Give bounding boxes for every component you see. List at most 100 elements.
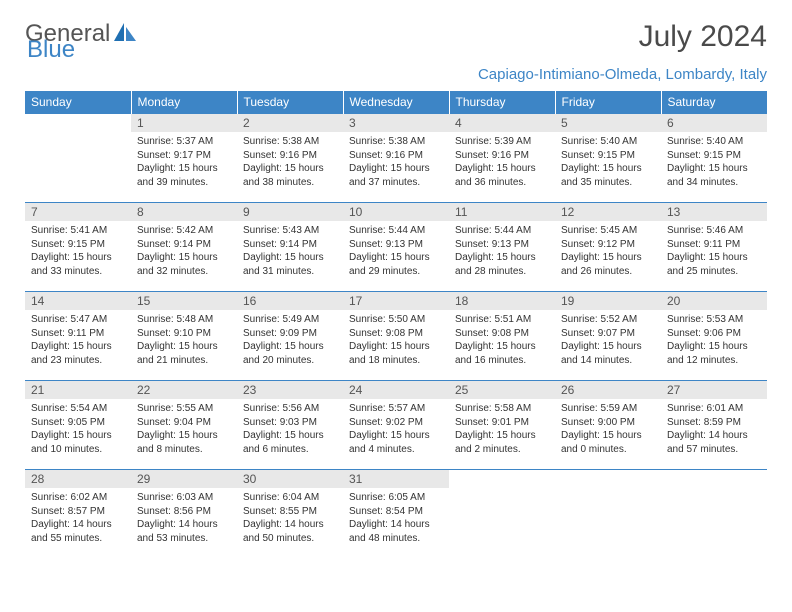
calendar-day-header: Sunday [25, 91, 131, 114]
day-content: Sunrise: 6:02 AMSunset: 8:57 PMDaylight:… [25, 488, 131, 548]
day-content: Sunrise: 5:40 AMSunset: 9:15 PMDaylight:… [661, 132, 767, 192]
calendar-day-cell: 29Sunrise: 6:03 AMSunset: 8:56 PMDayligh… [131, 470, 237, 559]
day-content: Sunrise: 5:55 AMSunset: 9:04 PMDaylight:… [131, 399, 237, 459]
day-number: 7 [25, 203, 131, 221]
day-content: Sunrise: 5:41 AMSunset: 9:15 PMDaylight:… [25, 221, 131, 281]
day-content: Sunrise: 5:45 AMSunset: 9:12 PMDaylight:… [555, 221, 661, 281]
day-number: 16 [237, 292, 343, 310]
day-number: 21 [25, 381, 131, 399]
sail-icon [112, 21, 138, 48]
calendar-day-header: Saturday [661, 91, 767, 114]
calendar-day-header: Thursday [449, 91, 555, 114]
calendar-day-cell [661, 470, 767, 559]
day-content: Sunrise: 6:01 AMSunset: 8:59 PMDaylight:… [661, 399, 767, 459]
calendar-week-row: 1Sunrise: 5:37 AMSunset: 9:17 PMDaylight… [25, 114, 767, 203]
day-number: 25 [449, 381, 555, 399]
day-number: 26 [555, 381, 661, 399]
day-content: Sunrise: 6:04 AMSunset: 8:55 PMDaylight:… [237, 488, 343, 548]
day-number: 14 [25, 292, 131, 310]
calendar-table: SundayMondayTuesdayWednesdayThursdayFrid… [25, 91, 767, 558]
calendar-week-row: 28Sunrise: 6:02 AMSunset: 8:57 PMDayligh… [25, 470, 767, 559]
day-content: Sunrise: 5:39 AMSunset: 9:16 PMDaylight:… [449, 132, 555, 192]
calendar-day-cell: 4Sunrise: 5:39 AMSunset: 9:16 PMDaylight… [449, 114, 555, 203]
calendar-week-row: 14Sunrise: 5:47 AMSunset: 9:11 PMDayligh… [25, 292, 767, 381]
calendar-day-cell: 8Sunrise: 5:42 AMSunset: 9:14 PMDaylight… [131, 203, 237, 292]
calendar-day-cell: 20Sunrise: 5:53 AMSunset: 9:06 PMDayligh… [661, 292, 767, 381]
day-number: 6 [661, 114, 767, 132]
calendar-day-cell [449, 470, 555, 559]
day-content: Sunrise: 5:51 AMSunset: 9:08 PMDaylight:… [449, 310, 555, 370]
calendar-day-cell: 25Sunrise: 5:58 AMSunset: 9:01 PMDayligh… [449, 381, 555, 470]
calendar-day-cell: 10Sunrise: 5:44 AMSunset: 9:13 PMDayligh… [343, 203, 449, 292]
calendar-day-cell: 26Sunrise: 5:59 AMSunset: 9:00 PMDayligh… [555, 381, 661, 470]
calendar-day-cell: 21Sunrise: 5:54 AMSunset: 9:05 PMDayligh… [25, 381, 131, 470]
day-number: 2 [237, 114, 343, 132]
calendar-day-cell: 12Sunrise: 5:45 AMSunset: 9:12 PMDayligh… [555, 203, 661, 292]
calendar-day-cell: 9Sunrise: 5:43 AMSunset: 9:14 PMDaylight… [237, 203, 343, 292]
day-content: Sunrise: 5:48 AMSunset: 9:10 PMDaylight:… [131, 310, 237, 370]
location-text: Capiago-Intimiano-Olmeda, Lombardy, Ital… [25, 66, 767, 83]
day-content: Sunrise: 5:43 AMSunset: 9:14 PMDaylight:… [237, 221, 343, 281]
day-content: Sunrise: 5:53 AMSunset: 9:06 PMDaylight:… [661, 310, 767, 370]
calendar-day-cell: 22Sunrise: 5:55 AMSunset: 9:04 PMDayligh… [131, 381, 237, 470]
calendar-day-cell: 24Sunrise: 5:57 AMSunset: 9:02 PMDayligh… [343, 381, 449, 470]
day-number: 10 [343, 203, 449, 221]
calendar-day-cell: 5Sunrise: 5:40 AMSunset: 9:15 PMDaylight… [555, 114, 661, 203]
logo-text-2: Blue [27, 36, 75, 63]
calendar-day-cell: 23Sunrise: 5:56 AMSunset: 9:03 PMDayligh… [237, 381, 343, 470]
calendar-day-header: Wednesday [343, 91, 449, 114]
calendar-day-cell: 18Sunrise: 5:51 AMSunset: 9:08 PMDayligh… [449, 292, 555, 381]
calendar-day-cell: 30Sunrise: 6:04 AMSunset: 8:55 PMDayligh… [237, 470, 343, 559]
day-content: Sunrise: 5:42 AMSunset: 9:14 PMDaylight:… [131, 221, 237, 281]
calendar-day-cell: 6Sunrise: 5:40 AMSunset: 9:15 PMDaylight… [661, 114, 767, 203]
day-number: 13 [661, 203, 767, 221]
day-number: 20 [661, 292, 767, 310]
calendar-day-cell: 31Sunrise: 6:05 AMSunset: 8:54 PMDayligh… [343, 470, 449, 559]
day-content: Sunrise: 5:59 AMSunset: 9:00 PMDaylight:… [555, 399, 661, 459]
calendar-day-cell [555, 470, 661, 559]
calendar-week-row: 21Sunrise: 5:54 AMSunset: 9:05 PMDayligh… [25, 381, 767, 470]
day-content: Sunrise: 5:54 AMSunset: 9:05 PMDaylight:… [25, 399, 131, 459]
day-number: 9 [237, 203, 343, 221]
day-number: 23 [237, 381, 343, 399]
day-content: Sunrise: 5:49 AMSunset: 9:09 PMDaylight:… [237, 310, 343, 370]
day-number: 8 [131, 203, 237, 221]
day-number: 24 [343, 381, 449, 399]
day-content: Sunrise: 5:44 AMSunset: 9:13 PMDaylight:… [343, 221, 449, 281]
day-number: 5 [555, 114, 661, 132]
calendar-day-cell: 19Sunrise: 5:52 AMSunset: 9:07 PMDayligh… [555, 292, 661, 381]
day-number: 11 [449, 203, 555, 221]
day-content: Sunrise: 5:46 AMSunset: 9:11 PMDaylight:… [661, 221, 767, 281]
day-content: Sunrise: 6:03 AMSunset: 8:56 PMDaylight:… [131, 488, 237, 548]
day-number: 12 [555, 203, 661, 221]
day-number: 1 [131, 114, 237, 132]
day-content: Sunrise: 5:38 AMSunset: 9:16 PMDaylight:… [237, 132, 343, 192]
calendar-day-cell: 11Sunrise: 5:44 AMSunset: 9:13 PMDayligh… [449, 203, 555, 292]
day-content: Sunrise: 5:37 AMSunset: 9:17 PMDaylight:… [131, 132, 237, 192]
calendar-day-cell: 16Sunrise: 5:49 AMSunset: 9:09 PMDayligh… [237, 292, 343, 381]
day-content: Sunrise: 5:58 AMSunset: 9:01 PMDaylight:… [449, 399, 555, 459]
calendar-day-cell: 7Sunrise: 5:41 AMSunset: 9:15 PMDaylight… [25, 203, 131, 292]
day-number: 29 [131, 470, 237, 488]
day-number: 28 [25, 470, 131, 488]
calendar-day-cell [25, 114, 131, 203]
day-content: Sunrise: 5:56 AMSunset: 9:03 PMDaylight:… [237, 399, 343, 459]
day-number: 27 [661, 381, 767, 399]
calendar-day-cell: 28Sunrise: 6:02 AMSunset: 8:57 PMDayligh… [25, 470, 131, 559]
calendar-day-cell: 14Sunrise: 5:47 AMSunset: 9:11 PMDayligh… [25, 292, 131, 381]
calendar-day-cell: 17Sunrise: 5:50 AMSunset: 9:08 PMDayligh… [343, 292, 449, 381]
calendar-week-row: 7Sunrise: 5:41 AMSunset: 9:15 PMDaylight… [25, 203, 767, 292]
calendar-day-cell: 13Sunrise: 5:46 AMSunset: 9:11 PMDayligh… [661, 203, 767, 292]
calendar-header-row: SundayMondayTuesdayWednesdayThursdayFrid… [25, 91, 767, 114]
day-content: Sunrise: 5:44 AMSunset: 9:13 PMDaylight:… [449, 221, 555, 281]
calendar-day-cell: 3Sunrise: 5:38 AMSunset: 9:16 PMDaylight… [343, 114, 449, 203]
calendar-day-cell: 2Sunrise: 5:38 AMSunset: 9:16 PMDaylight… [237, 114, 343, 203]
day-number: 30 [237, 470, 343, 488]
day-content: Sunrise: 5:40 AMSunset: 9:15 PMDaylight:… [555, 132, 661, 192]
calendar-day-header: Monday [131, 91, 237, 114]
calendar-day-cell: 15Sunrise: 5:48 AMSunset: 9:10 PMDayligh… [131, 292, 237, 381]
day-content: Sunrise: 5:52 AMSunset: 9:07 PMDaylight:… [555, 310, 661, 370]
day-content: Sunrise: 5:57 AMSunset: 9:02 PMDaylight:… [343, 399, 449, 459]
day-number: 15 [131, 292, 237, 310]
day-number: 17 [343, 292, 449, 310]
